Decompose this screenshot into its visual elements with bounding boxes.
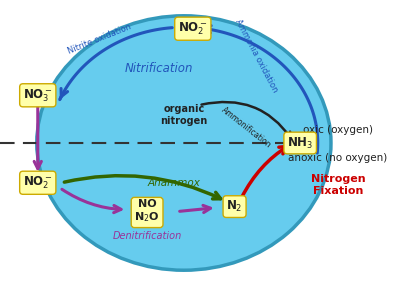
Ellipse shape xyxy=(37,16,331,270)
Text: oxic (oxygen): oxic (oxygen) xyxy=(303,125,373,135)
Text: Ammonia oxidation: Ammonia oxidation xyxy=(233,18,280,94)
Text: N$_2$: N$_2$ xyxy=(226,199,243,214)
Text: NO$_3^-$: NO$_3^-$ xyxy=(23,87,52,104)
Text: NO$_2^-$: NO$_2^-$ xyxy=(23,174,52,191)
Text: Nitrite oxidation: Nitrite oxidation xyxy=(66,22,132,55)
Text: anoxic (no oxygen): anoxic (no oxygen) xyxy=(288,153,388,163)
Text: NO
N$_2$O: NO N$_2$O xyxy=(134,199,160,224)
Text: Nitrogen
Fixation: Nitrogen Fixation xyxy=(311,174,365,195)
Text: organic
nitrogen: organic nitrogen xyxy=(160,104,208,126)
Text: Anammox: Anammox xyxy=(148,178,200,188)
Text: NO$_2^-$: NO$_2^-$ xyxy=(178,20,208,37)
Text: Denitrification: Denitrification xyxy=(112,231,182,241)
Text: Nitrification: Nitrification xyxy=(125,62,193,75)
Text: NH$_3$: NH$_3$ xyxy=(287,135,313,151)
Text: Ammonification: Ammonification xyxy=(220,106,273,150)
